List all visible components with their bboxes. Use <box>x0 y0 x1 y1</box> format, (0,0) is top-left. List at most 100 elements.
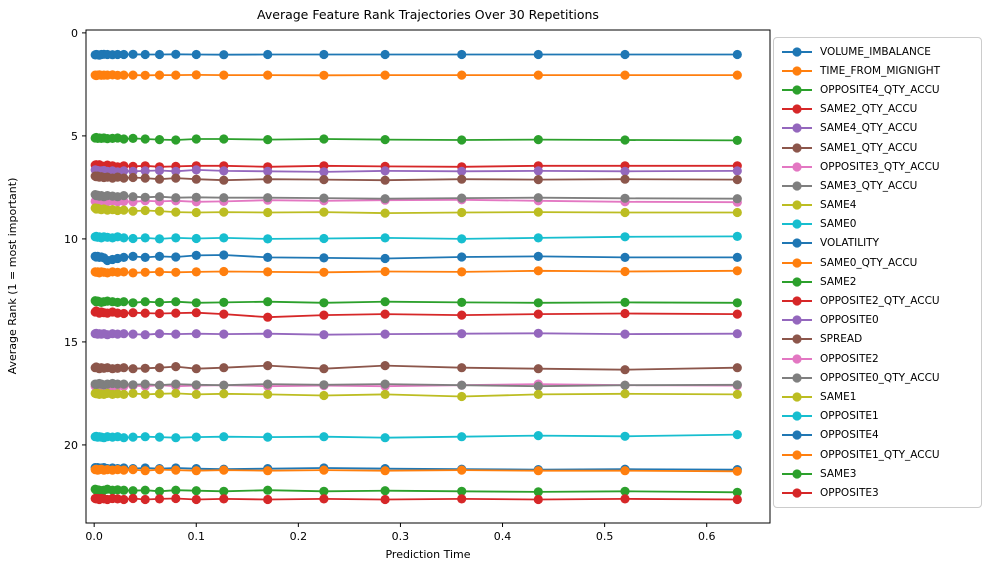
series-line-SAME3_QTY_ACCU <box>94 193 738 200</box>
series-marker-OPPOSITE2_QTY_ACCU <box>732 309 742 319</box>
series-marker-OPPOSITE4_QTY_ACCU <box>732 135 742 145</box>
legend-marker-icon <box>782 162 812 172</box>
series-marker-VOLATILITY <box>154 251 165 261</box>
x-tick-label: 0.3 <box>392 530 410 543</box>
series-marker-OPPOSITE1 <box>533 431 543 441</box>
series-marker-OPPOSITE3 <box>154 494 165 504</box>
series-line-SAME1_QTY_ACCU <box>94 175 738 182</box>
series-marker-VOLUME_IMBALANCE <box>140 49 150 60</box>
x-tick-label: 0.2 <box>290 530 308 543</box>
series-marker-VOLATILITY <box>457 252 467 262</box>
series-marker-SAME4 <box>119 205 129 215</box>
series-marker-OPPOSITE1 <box>263 432 273 442</box>
legend-label: OPPOSITE0_QTY_ACCU <box>820 371 940 384</box>
legend-marker-icon <box>782 66 812 76</box>
legend-marker-icon <box>782 488 812 498</box>
series-marker-SAME3_QTY_ACCU <box>620 193 630 203</box>
series-marker-SAME0 <box>119 233 129 243</box>
x-tick-label: 0.6 <box>698 530 716 543</box>
series-marker-SAME0 <box>191 233 201 244</box>
series-marker-TIME_FROM_MIGNIGHT <box>119 70 129 80</box>
series-marker-SAME0_QTY_ACCU <box>533 266 543 276</box>
series-marker-OPPOSITE3 <box>732 494 742 505</box>
series-line-SAME0 <box>94 235 738 240</box>
series-marker-OPPOSITE0 <box>620 329 630 339</box>
series-marker-OPPOSITE2_QTY_ACCU <box>119 308 129 319</box>
series-marker-OPPOSITE4_QTY_ACCU <box>319 134 329 144</box>
series-marker-VOLUME_IMBALANCE <box>128 49 138 59</box>
series-line-OPPOSITE1 <box>94 433 738 439</box>
legend-label: OPPOSITE0 <box>820 314 879 327</box>
series-marker-OPPOSITE4_QTY_ACCU <box>620 135 630 145</box>
series-marker-OPPOSITE3 <box>319 494 329 504</box>
legend-item-OPPOSITE3_QTY_ACCU: OPPOSITE3_QTY_ACCU <box>781 157 974 176</box>
series-marker-OPPOSITE0_QTY_ACCU <box>171 379 181 389</box>
y-tick-label: 10 <box>64 233 78 246</box>
x-tick-label: 0.0 <box>85 530 103 543</box>
series-marker-SPREAD <box>128 364 138 374</box>
series-marker-SAME0_QTY_ACCU <box>732 266 742 276</box>
series-line-OPPOSITE3 <box>94 497 738 501</box>
legend-label: SAME0_QTY_ACCU <box>820 256 918 269</box>
series-marker-OPPOSITE0_QTY_ACCU <box>219 380 229 390</box>
series-marker-VOLUME_IMBALANCE <box>457 49 467 60</box>
series-marker-OPPOSITE4_QTY_ACCU <box>119 134 129 144</box>
series-marker-OPPOSITE2_QTY_ACCU <box>154 308 165 319</box>
legend-label: SPREAD <box>820 333 863 346</box>
series-marker-SAME1_QTY_ACCU <box>191 174 201 184</box>
legend-item-OPPOSITE0_QTY_ACCU: OPPOSITE0_QTY_ACCU <box>781 368 974 387</box>
series-marker-SAME4_QTY_ACCU <box>533 166 543 176</box>
series-marker-SAME1 <box>620 389 630 399</box>
legend-label: OPPOSITE3_QTY_ACCU <box>820 160 940 173</box>
y-tick-label: 5 <box>71 130 78 143</box>
series-marker-SAME1_QTY_ACCU <box>457 174 467 184</box>
legend-label: OPPOSITE2_QTY_ACCU <box>820 295 940 308</box>
series-marker-SAME4 <box>140 205 150 216</box>
legend-label: OPPOSITE3 <box>820 486 879 499</box>
series-marker-SAME4 <box>457 207 467 218</box>
legend-item-SAME4: SAME4 <box>781 196 974 215</box>
series-marker-TIME_FROM_MIGNIGHT <box>219 70 229 80</box>
series-marker-OPPOSITE1_QTY_ACCU <box>154 465 165 475</box>
series-marker-SAME4 <box>171 207 181 217</box>
legend-marker-icon <box>782 277 812 287</box>
series-marker-TIME_FROM_MIGNIGHT <box>533 70 543 80</box>
series-marker-VOLATILITY <box>533 251 543 261</box>
series-marker-SAME2 <box>457 297 467 307</box>
series-marker-SAME0 <box>319 233 329 244</box>
series-line-OPPOSITE2_QTY_ACCU <box>94 309 738 319</box>
legend-item-VOLUME_IMBALANCE: VOLUME_IMBALANCE <box>781 42 974 61</box>
series-marker-OPPOSITE1 <box>219 432 229 442</box>
series-marker-VOLUME_IMBALANCE <box>219 50 229 60</box>
series-marker-SAME0_QTY_ACCU <box>263 267 273 277</box>
legend-label: SAME4_QTY_ACCU <box>820 122 918 135</box>
series-marker-OPPOSITE2_QTY_ACCU <box>263 312 273 322</box>
legend-label: VOLUME_IMBALANCE <box>820 45 931 58</box>
legend-item-SAME3: SAME3 <box>781 464 974 483</box>
series-marker-OPPOSITE2_QTY_ACCU <box>533 309 543 319</box>
series-marker-SAME1_QTY_ACCU <box>128 172 138 183</box>
series-marker-SAME0 <box>140 233 150 243</box>
series-marker-OPPOSITE0_QTY_ACCU <box>119 379 129 389</box>
series-line-OPPOSITE4_QTY_ACCU <box>94 136 738 142</box>
series-marker-VOLUME_IMBALANCE <box>319 49 329 60</box>
series-marker-SAME1_QTY_ACCU <box>732 175 742 185</box>
y-tick-label: 0 <box>71 27 78 40</box>
series-line-VOLUME_IMBALANCE <box>94 53 738 57</box>
series-marker-TIME_FROM_MIGNIGHT <box>620 70 630 80</box>
series-line-SAME3 <box>94 488 738 494</box>
x-tick-label: 0.5 <box>596 530 614 543</box>
series-marker-SAME3_QTY_ACCU <box>128 192 138 202</box>
legend-marker-icon <box>782 104 812 114</box>
legend-marker-icon <box>782 373 812 383</box>
series-marker-SAME4_QTY_ACCU <box>119 166 129 176</box>
legend-marker-icon <box>782 296 812 306</box>
series-marker-TIME_FROM_MIGNIGHT <box>319 70 329 80</box>
legend-marker-icon <box>782 315 812 325</box>
series-line-OPPOSITE4 <box>94 466 738 471</box>
series-marker-OPPOSITE0_QTY_ACCU <box>128 380 138 390</box>
series-marker-OPPOSITE2_QTY_ACCU <box>219 309 229 319</box>
series-marker-SAME0 <box>457 234 467 244</box>
series-marker-OPPOSITE1_QTY_ACCU <box>171 465 181 475</box>
series-marker-OPPOSITE0 <box>533 328 543 338</box>
